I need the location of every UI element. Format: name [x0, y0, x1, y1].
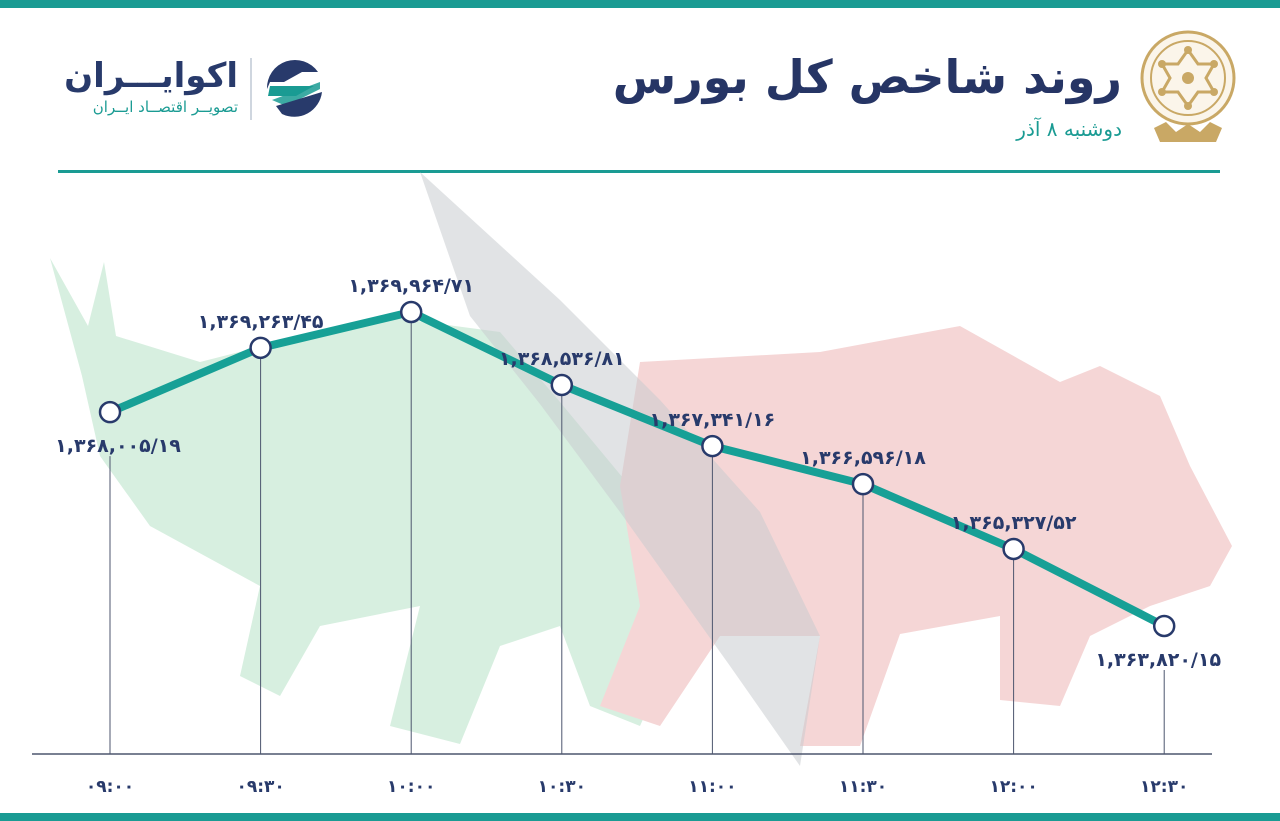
data-label: ۱,۳۶۹,۹۶۴/۷۱	[348, 275, 474, 297]
data-point	[1152, 614, 1176, 638]
top-frame-bar	[0, 0, 1280, 8]
title-block: روند شاخص کل بورس دوشنبه ۸ آذر	[613, 48, 1122, 144]
data-label: ۱,۳۶۹,۲۶۳/۴۵	[198, 311, 324, 333]
data-label: ۱,۳۶۸,۰۰۵/۱۹	[55, 435, 181, 457]
date-subtitle: دوشنبه ۸ آذر	[1016, 117, 1122, 141]
value-labels: ۱,۳۶۸,۰۰۵/۱۹ ۱,۳۶۹,۲۶۳/۴۵ ۱,۳۶۹,۹۶۴/۷۱ ۱,۳۶…	[55, 275, 1221, 671]
data-point	[851, 472, 875, 496]
x-tick-label: ۱۰:۰۰	[387, 777, 435, 797]
brand-tagline: تصویــر اقتصــاد ایــران	[92, 98, 238, 116]
data-label: ۱,۳۶۶,۵۹۶/۱۸	[800, 447, 926, 469]
tehran-stock-exchange-emblem-icon	[1140, 30, 1236, 142]
chart-area: ۱,۳۶۸,۰۰۵/۱۹ ۱,۳۶۹,۲۶۳/۴۵ ۱,۳۶۹,۹۶۴/۷۱ ۱,۳۶…	[0, 166, 1280, 813]
x-tick-label: ۱۲:۳۰	[1140, 777, 1188, 797]
arrow-silhouette	[420, 172, 820, 766]
line-chart: ۱,۳۶۸,۰۰۵/۱۹ ۱,۳۶۹,۲۶۳/۴۵ ۱,۳۶۹,۹۶۴/۷۱ ۱,۳۶…	[32, 172, 1232, 797]
brand-divider	[250, 58, 252, 120]
x-tick-label: ۰۹:۳۰	[236, 777, 284, 797]
ecoiran-logo-icon	[264, 58, 326, 120]
data-point	[98, 400, 122, 424]
data-label: ۱,۳۶۳,۸۲۰/۱۵	[1095, 649, 1221, 671]
x-tick-label: ۰۹:۰۰	[86, 777, 134, 797]
series-line	[106, 308, 1169, 630]
brand-name: اکوایـــران	[64, 56, 238, 96]
guide-lines	[109, 312, 1165, 754]
data-point	[701, 434, 724, 458]
header: اکوایـــران تصویــر اقتصــاد ایــران رون…	[0, 8, 1280, 173]
header-divider	[58, 170, 1220, 173]
brand-logo: اکوایـــران تصویــر اقتصــاد ایــران	[64, 56, 340, 136]
data-label: ۱,۳۶۵,۳۲۷/۵۲	[951, 512, 1077, 534]
bottom-frame-bar	[0, 813, 1280, 821]
brand-text: اکوایـــران تصویــر اقتصــاد ایــران	[64, 56, 238, 118]
data-point	[1002, 537, 1025, 561]
bear-silhouette	[600, 326, 1232, 746]
x-tick-label: ۱۱:۳۰	[839, 777, 887, 797]
x-tick-labels: ۰۹:۰۰ ۰۹:۳۰ ۱۰:۰۰ ۱۰:۳۰ ۱۱:۰۰ ۱۱:۳۰ ۱۲:۰۰ ۱۲:۳۰	[86, 777, 1189, 797]
page-title: روند شاخص کل بورس	[612, 50, 1122, 104]
x-tick-label: ۱۱:۰۰	[688, 777, 736, 797]
data-points	[98, 300, 1176, 638]
data-label: ۱,۳۶۸,۵۳۶/۸۱	[499, 348, 625, 370]
x-tick-label: ۱۲:۰۰	[989, 777, 1037, 797]
data-point	[249, 336, 272, 360]
data-point	[550, 373, 574, 397]
data-label: ۱,۳۶۷,۳۴۱/۱۶	[650, 409, 776, 431]
x-tick-label: ۱۰:۳۰	[538, 777, 586, 797]
bull-and-bear-silhouette	[50, 172, 1232, 766]
data-point	[399, 300, 423, 324]
